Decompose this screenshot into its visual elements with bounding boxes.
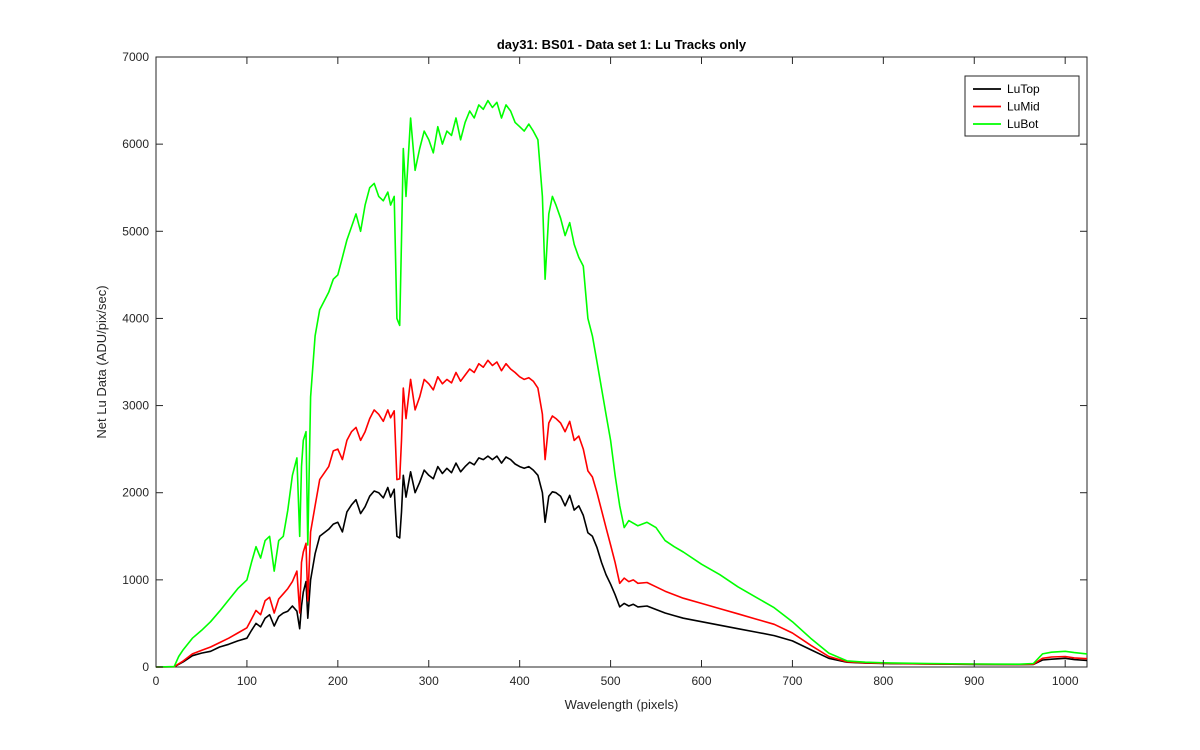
y-tick-label: 3000 <box>122 399 149 413</box>
series-line-lubot <box>155 99 1088 668</box>
x-tick-label: 600 <box>691 674 711 688</box>
x-tick-label: 100 <box>237 674 257 688</box>
y-axis-label: Net Lu Data (ADU/pix/sec) <box>94 285 109 438</box>
x-tick-label: 1000 <box>1052 674 1079 688</box>
legend-label-lubot: LuBot <box>1007 117 1039 131</box>
x-tick-label: 300 <box>419 674 439 688</box>
y-tick-label: 1000 <box>122 573 149 587</box>
x-tick-label: 700 <box>782 674 802 688</box>
x-tick-label: 500 <box>601 674 621 688</box>
series-layer <box>155 99 1088 668</box>
y-tick-label: 4000 <box>122 311 149 325</box>
x-tick-label: 800 <box>873 674 893 688</box>
y-tick-label: 5000 <box>122 224 149 238</box>
legend-label-lumid: LuMid <box>1007 100 1040 114</box>
x-tick-label: 900 <box>964 674 984 688</box>
legend: LuTop LuMid LuBot <box>964 75 1080 137</box>
y-tick-label: 6000 <box>122 137 149 151</box>
axes-box <box>155 56 1088 668</box>
y-tick-label: 2000 <box>122 486 149 500</box>
series-line-lutop <box>155 455 1088 668</box>
plot-area: 0 100 200 300 400 500 600 700 800 900 1000 0 1000 200… <box>122 50 1088 688</box>
x-tick-label: 400 <box>510 674 530 688</box>
y-tick-label: 7000 <box>122 50 149 64</box>
x-tick-label: 200 <box>328 674 348 688</box>
chart-title: day31: BS01 - Data set 1: Lu Tracks only <box>497 37 747 52</box>
y-tick-label: 0 <box>142 660 149 674</box>
series-line-lumid <box>155 359 1088 668</box>
x-axis-label: Wavelength (pixels) <box>565 697 679 712</box>
x-tick-label: 0 <box>153 674 160 688</box>
ticks-layer: 0 100 200 300 400 500 600 700 800 900 1000 0 1000 200… <box>122 50 1087 688</box>
legend-label-lutop: LuTop <box>1007 82 1040 96</box>
legend-items: LuTop LuMid LuBot <box>973 82 1040 131</box>
